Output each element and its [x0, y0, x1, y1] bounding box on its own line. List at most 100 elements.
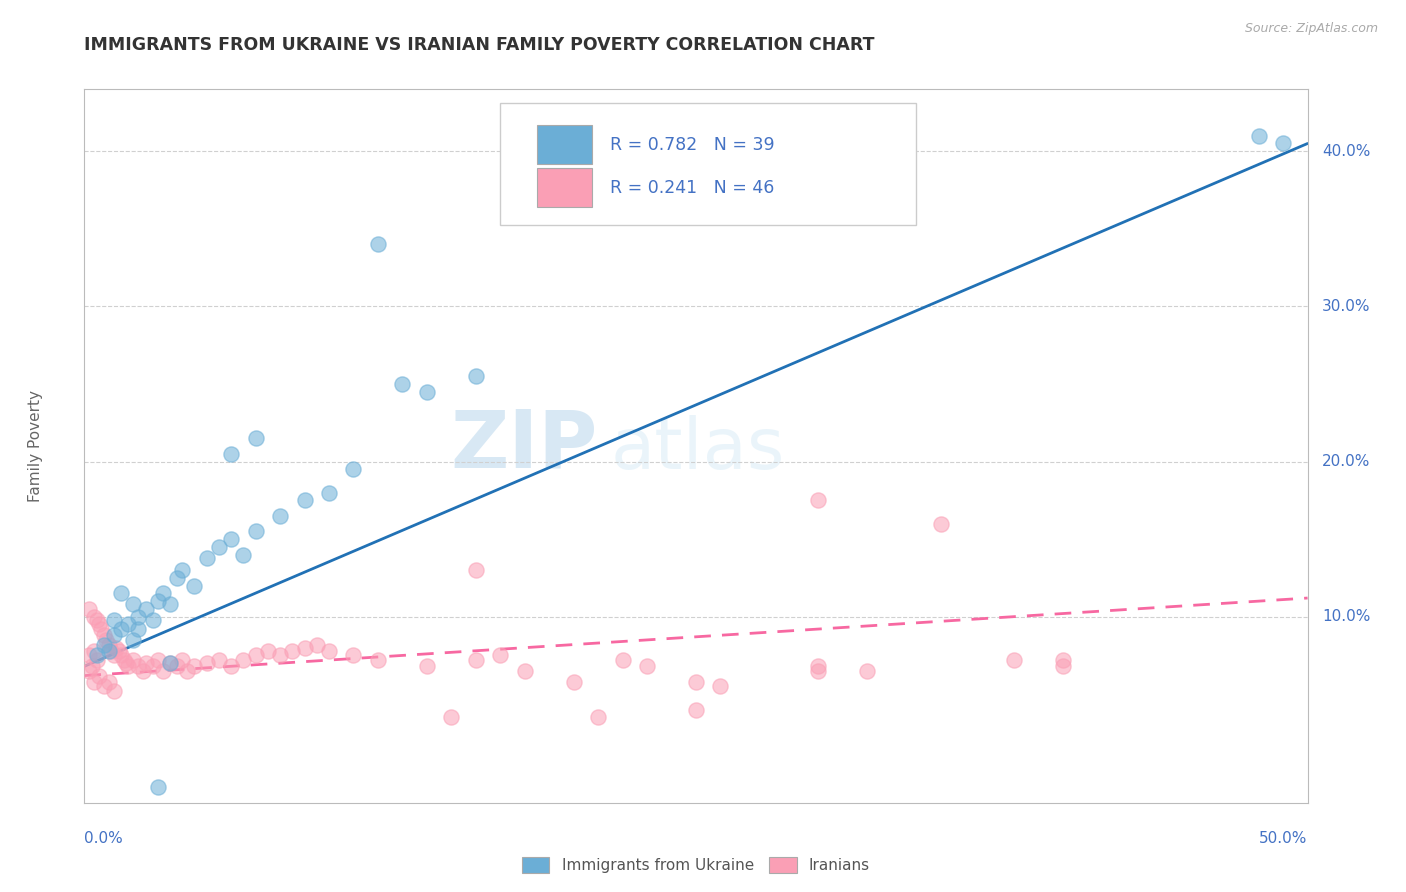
Point [318, 644, 340, 658]
Point [245, 524, 267, 539]
Point [342, 648, 364, 663]
Point [391, 376, 413, 391]
Point [132, 664, 155, 678]
Point [807, 664, 830, 678]
Point [464, 653, 486, 667]
Point [97, 644, 120, 658]
Point [464, 563, 486, 577]
Point [612, 653, 634, 667]
Point [294, 493, 316, 508]
Point [117, 617, 139, 632]
Point [77, 602, 100, 616]
Point [245, 431, 267, 445]
Point [685, 674, 707, 689]
Point [86, 648, 108, 663]
Point [110, 586, 132, 600]
Point [127, 609, 149, 624]
Point [122, 653, 145, 667]
Point [112, 653, 135, 667]
Point [416, 384, 439, 399]
Point [166, 571, 188, 585]
Point [166, 659, 188, 673]
Point [208, 540, 231, 554]
Point [172, 563, 194, 577]
Point [856, 664, 879, 678]
Point [146, 594, 169, 608]
Point [269, 648, 291, 663]
Point [709, 680, 731, 694]
Point [562, 674, 585, 689]
Point [110, 622, 132, 636]
Point [172, 653, 194, 667]
FancyBboxPatch shape [537, 168, 592, 207]
Point [103, 648, 125, 663]
Point [586, 710, 609, 724]
Point [100, 644, 122, 658]
Text: IMMIGRANTS FROM UKRAINE VS IRANIAN FAMILY POVERTY CORRELATION CHART: IMMIGRANTS FROM UKRAINE VS IRANIAN FAMIL… [84, 36, 875, 54]
Point [176, 664, 198, 678]
Point [152, 586, 174, 600]
Text: 50.0%: 50.0% [1260, 831, 1308, 847]
FancyBboxPatch shape [501, 103, 917, 225]
Point [159, 656, 181, 670]
Point [105, 640, 128, 655]
Point [83, 644, 105, 658]
Point [1272, 136, 1295, 151]
Point [96, 632, 118, 647]
Point [367, 653, 389, 667]
Text: atlas: atlas [610, 415, 785, 484]
Point [90, 622, 112, 636]
Text: R = 0.782   N = 39: R = 0.782 N = 39 [610, 136, 775, 153]
Point [1052, 659, 1074, 673]
Point [281, 644, 304, 658]
Point [342, 462, 364, 476]
Point [513, 664, 536, 678]
Text: 10.0%: 10.0% [1322, 609, 1371, 624]
Point [110, 648, 132, 663]
Point [183, 579, 205, 593]
Point [183, 659, 205, 673]
Point [77, 664, 100, 678]
Point [416, 659, 439, 673]
Point [87, 617, 110, 632]
Point [97, 638, 120, 652]
Point [245, 648, 267, 663]
Point [103, 613, 125, 627]
Point [208, 653, 231, 667]
Point [232, 548, 254, 562]
Point [83, 609, 105, 624]
Point [87, 668, 110, 682]
Point [115, 656, 138, 670]
Point [77, 648, 100, 663]
Point [807, 493, 830, 508]
Point [80, 659, 103, 673]
Point [318, 485, 340, 500]
Point [127, 659, 149, 673]
Point [219, 447, 242, 461]
Point [127, 622, 149, 636]
Point [122, 632, 145, 647]
Point [367, 237, 389, 252]
Point [103, 684, 125, 698]
Point [152, 664, 174, 678]
Point [86, 613, 108, 627]
Point [103, 628, 125, 642]
Point [159, 656, 181, 670]
Point [117, 659, 139, 673]
Point [1052, 653, 1074, 667]
Text: ZIP: ZIP [451, 407, 598, 485]
Point [636, 659, 658, 673]
Point [294, 640, 316, 655]
Point [1002, 653, 1025, 667]
Point [97, 674, 120, 689]
Point [86, 653, 108, 667]
Point [93, 628, 115, 642]
Text: Family Poverty: Family Poverty [28, 390, 44, 502]
Point [142, 659, 165, 673]
Point [83, 674, 105, 689]
Point [807, 659, 830, 673]
Point [195, 656, 218, 670]
Point [93, 680, 115, 694]
Text: 20.0%: 20.0% [1322, 454, 1371, 469]
Point [142, 613, 165, 627]
